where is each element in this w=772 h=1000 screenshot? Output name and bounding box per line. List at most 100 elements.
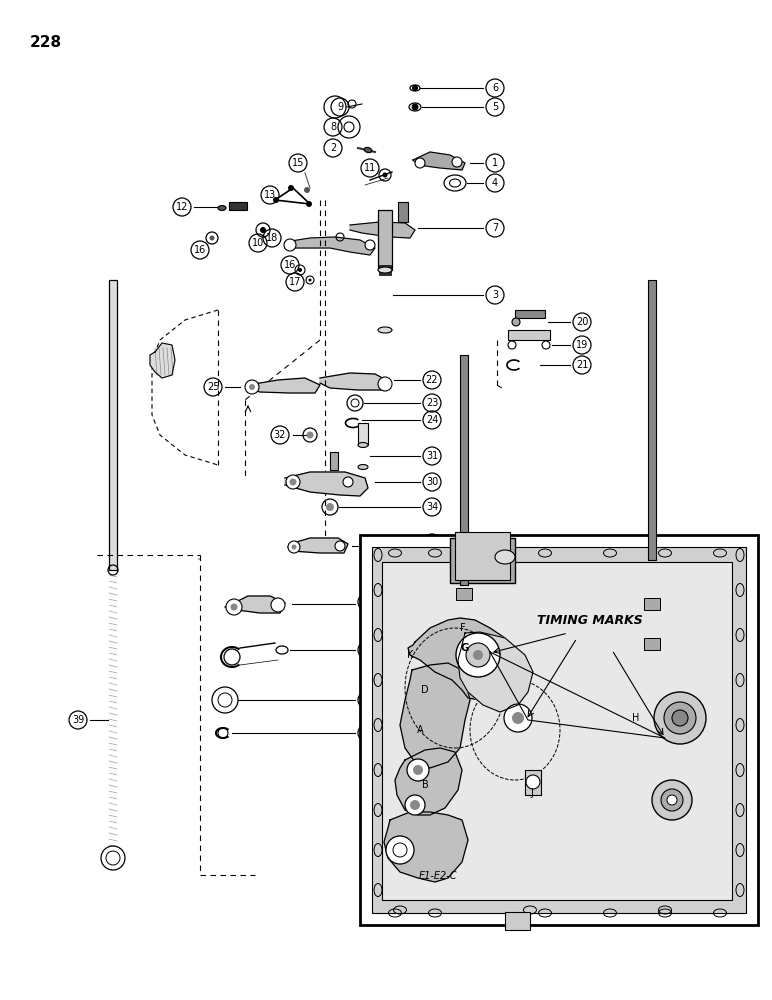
Circle shape: [512, 712, 524, 724]
Text: F: F: [460, 623, 466, 633]
Circle shape: [286, 475, 300, 489]
Circle shape: [284, 239, 296, 251]
Circle shape: [365, 240, 375, 250]
Polygon shape: [350, 222, 415, 238]
Ellipse shape: [358, 464, 368, 470]
Text: E1-E2-C: E1-E2-C: [418, 871, 457, 881]
Text: 12: 12: [176, 202, 188, 212]
Circle shape: [466, 643, 490, 667]
Circle shape: [309, 278, 311, 282]
Circle shape: [415, 158, 425, 168]
Text: 24: 24: [426, 415, 438, 425]
Circle shape: [456, 633, 500, 677]
Text: 9: 9: [337, 102, 343, 112]
Polygon shape: [320, 373, 390, 390]
Text: A: A: [417, 725, 423, 735]
Circle shape: [664, 702, 696, 734]
Circle shape: [290, 479, 296, 486]
Circle shape: [288, 185, 294, 191]
Polygon shape: [400, 663, 470, 768]
Text: 228: 228: [30, 35, 62, 50]
Text: 20: 20: [576, 317, 588, 327]
Text: G: G: [461, 643, 469, 653]
Circle shape: [209, 235, 215, 240]
Circle shape: [343, 477, 353, 487]
Ellipse shape: [364, 147, 372, 153]
Ellipse shape: [378, 267, 392, 273]
Circle shape: [260, 227, 266, 233]
Circle shape: [473, 650, 483, 660]
Ellipse shape: [495, 550, 515, 564]
Bar: [450, 538, 515, 583]
Circle shape: [306, 201, 312, 207]
Bar: [358, 423, 368, 445]
Bar: [229, 202, 247, 210]
Text: J: J: [530, 788, 533, 798]
Circle shape: [452, 157, 462, 167]
Circle shape: [378, 377, 392, 391]
Text: 4: 4: [492, 178, 498, 188]
Circle shape: [661, 789, 683, 811]
Text: 7: 7: [492, 223, 498, 233]
Polygon shape: [288, 538, 348, 553]
Circle shape: [335, 541, 345, 551]
Circle shape: [405, 795, 425, 815]
Text: 31: 31: [426, 451, 438, 461]
Bar: [515, 310, 545, 318]
Bar: [382, 562, 732, 900]
Polygon shape: [248, 378, 320, 393]
Text: B: B: [422, 780, 428, 790]
Polygon shape: [458, 632, 533, 712]
Text: 39: 39: [72, 715, 84, 725]
Text: 36: 36: [361, 645, 373, 655]
Circle shape: [393, 843, 407, 857]
Circle shape: [526, 775, 540, 789]
Text: 34: 34: [426, 502, 438, 512]
Text: 8: 8: [330, 122, 336, 132]
Circle shape: [413, 765, 423, 775]
Text: 23: 23: [426, 398, 438, 408]
Circle shape: [411, 104, 418, 110]
Polygon shape: [285, 237, 375, 255]
Text: 16: 16: [194, 245, 206, 255]
Text: 18: 18: [266, 233, 278, 243]
Text: 1: 1: [492, 158, 498, 168]
Text: K: K: [407, 650, 413, 660]
Bar: [372, 547, 746, 913]
Polygon shape: [285, 472, 368, 496]
Bar: [398, 202, 408, 222]
Text: 11: 11: [364, 163, 376, 173]
Text: 17: 17: [289, 277, 301, 287]
Circle shape: [508, 341, 516, 349]
Bar: [460, 355, 468, 585]
Text: D: D: [422, 685, 428, 695]
Text: 13: 13: [264, 190, 276, 200]
Text: 5: 5: [492, 102, 498, 112]
Circle shape: [298, 268, 302, 272]
Bar: [508, 330, 550, 340]
Circle shape: [542, 341, 550, 349]
Bar: [505, 912, 530, 930]
Circle shape: [292, 544, 296, 550]
Polygon shape: [150, 343, 175, 378]
Text: 3: 3: [492, 290, 498, 300]
Ellipse shape: [512, 318, 520, 326]
Bar: [379, 265, 391, 275]
Polygon shape: [408, 618, 510, 700]
Text: H: H: [632, 713, 640, 723]
Bar: [525, 770, 541, 795]
Text: 35: 35: [426, 538, 438, 548]
Text: 19: 19: [576, 340, 588, 350]
Circle shape: [231, 603, 238, 610]
Circle shape: [667, 795, 677, 805]
Polygon shape: [384, 812, 468, 882]
Text: TIMING MARKS: TIMING MARKS: [537, 613, 643, 626]
Bar: [330, 452, 338, 470]
Polygon shape: [395, 748, 462, 815]
Circle shape: [410, 800, 420, 810]
Circle shape: [273, 197, 279, 203]
Text: 2: 2: [330, 143, 336, 153]
Circle shape: [652, 780, 692, 820]
Circle shape: [504, 704, 532, 732]
Circle shape: [306, 432, 313, 438]
